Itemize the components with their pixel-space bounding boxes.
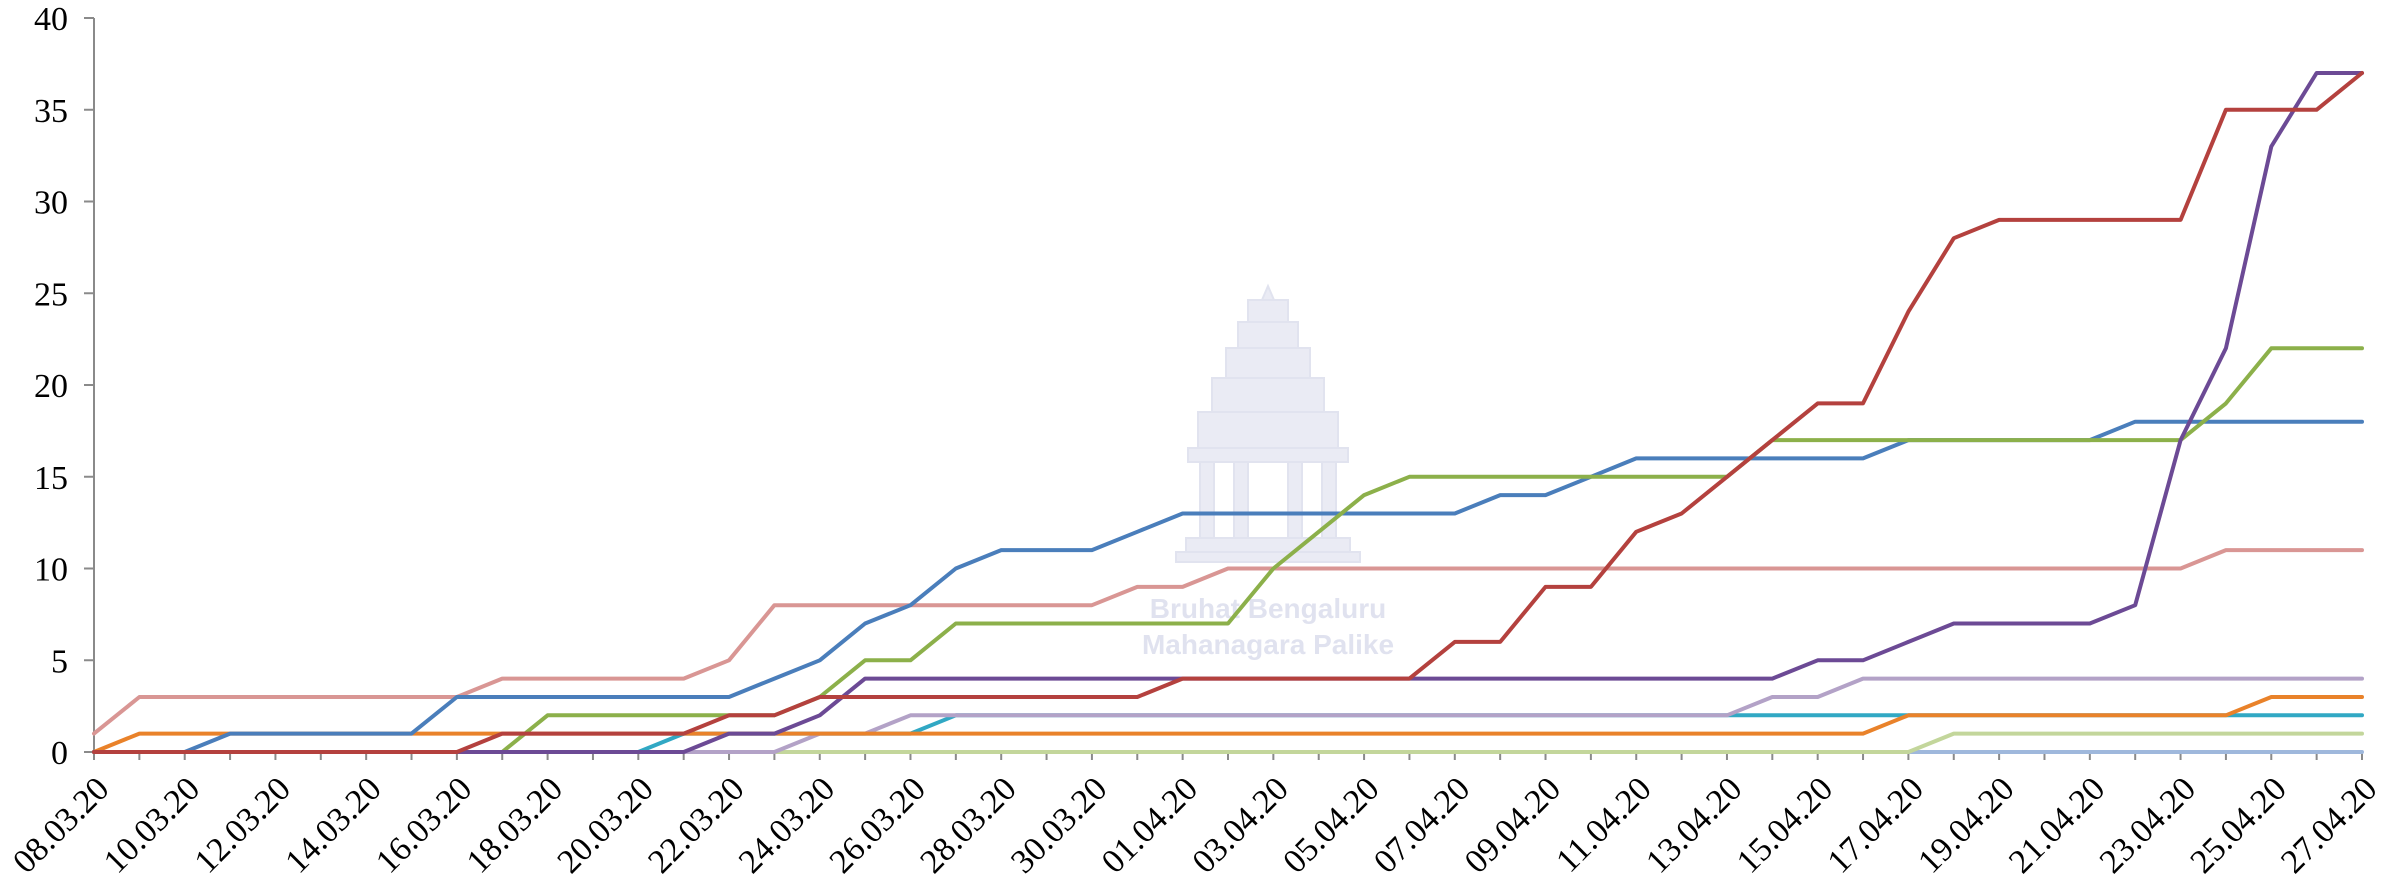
watermark-line-1: Bruhat Bengaluru [1150,593,1386,624]
x-tick-label: 11.04.20 [1549,770,1658,879]
x-tick-label: 27.04.20 [2274,770,2384,880]
x-tick-label: 22.03.20 [641,770,751,880]
x-axis-ticks: 08.03.2010.03.2012.03.2014.03.2016.03.20… [6,752,2384,881]
bbmp-watermark: Bruhat Bengaluru Mahanagara Palike [1142,283,1394,660]
y-tick-label: 15 [34,460,68,497]
series-line-10 [92,71,2364,754]
x-tick-label: 23.04.20 [2093,770,2203,880]
y-tick-label: 35 [34,93,68,130]
y-tick-label: 40 [34,1,68,38]
x-tick-label: 17.04.20 [1821,770,1931,880]
series-line-5 [92,695,2364,754]
series-line-2 [92,731,2364,754]
y-tick-label: 30 [34,185,68,222]
x-tick-label: 20.03.20 [550,770,660,880]
x-tick-label: 08.03.20 [6,770,116,880]
x-tick-label: 28.03.20 [913,770,1023,880]
y-tick-label: 20 [34,368,68,405]
series-group [92,71,2364,754]
x-tick-label: 21.04.20 [2002,770,2112,880]
x-tick-label: 30.03.20 [1004,770,1114,880]
x-tick-label: 13.04.20 [1639,770,1749,880]
x-tick-label: 10.03.20 [97,770,207,880]
series-line-6 [92,548,2364,736]
y-axis-ticks: 0 5 10 15 20 25 30 35 40 [34,1,94,772]
x-tick-label: 18.03.20 [460,770,570,880]
y-tick-label: 10 [34,552,68,589]
x-tick-label: 01.04.20 [1095,770,1205,880]
y-tick-label: 5 [51,643,68,680]
x-tick-label: 16.03.20 [369,770,479,880]
series-line-7 [92,419,2364,754]
x-tick-label: 05.04.20 [1276,770,1386,880]
x-tick-label: 07.04.20 [1367,770,1477,880]
x-tick-label: 03.04.20 [1186,770,1296,880]
x-tick-label: 25.04.20 [2183,770,2293,880]
x-tick-label: 09.04.20 [1458,770,1568,880]
y-tick-label: 25 [34,276,68,313]
x-tick-label: 26.03.20 [823,770,933,880]
temple-logo-icon [1175,283,1361,563]
x-tick-label: 19.04.20 [1911,770,2021,880]
x-tick-label: 12.03.20 [188,770,298,880]
watermark-line-2: Mahanagara Palike [1142,629,1394,660]
x-tick-label: 15.04.20 [1730,770,1840,880]
x-tick-label: 24.03.20 [732,770,842,880]
y-tick-label: 0 [51,735,68,772]
x-tick-label: 14.03.20 [278,770,388,880]
